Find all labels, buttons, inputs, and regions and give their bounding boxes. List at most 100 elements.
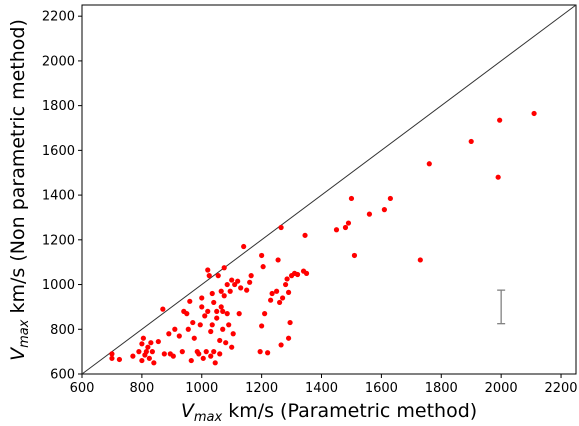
- data-point: [185, 326, 191, 332]
- data-point: [223, 340, 229, 346]
- data-point: [268, 297, 274, 303]
- data-point: [161, 351, 167, 357]
- data-point: [139, 341, 145, 347]
- data-point: [278, 224, 284, 231]
- data-point: [236, 311, 242, 317]
- data-point: [294, 271, 301, 278]
- data-point: [148, 340, 154, 346]
- data-point: [224, 311, 230, 317]
- data-point: [209, 290, 215, 297]
- data-point: [160, 306, 166, 312]
- data-points: [109, 110, 537, 366]
- data-point: [285, 335, 292, 341]
- data-point: [265, 350, 271, 356]
- x-tick-label: 2000: [485, 381, 518, 396]
- y-tick-label: 1800: [42, 99, 75, 114]
- data-point: [205, 308, 211, 314]
- data-point: [151, 360, 157, 366]
- data-point: [212, 360, 218, 366]
- data-point: [221, 293, 227, 299]
- data-point: [211, 349, 217, 355]
- data-point: [232, 281, 238, 288]
- identity-line: [81, 4, 577, 375]
- data-point: [230, 331, 236, 337]
- data-point: [220, 326, 226, 332]
- data-point: [199, 304, 205, 310]
- data-point: [202, 313, 208, 319]
- x-tick-label: 1600: [365, 381, 398, 396]
- data-point: [140, 335, 146, 341]
- data-point: [468, 138, 474, 145]
- data-point: [188, 357, 194, 364]
- data-point: [209, 322, 215, 328]
- x-axis-label: Vmax km/s (Parametric method): [181, 400, 477, 425]
- data-point: [211, 299, 217, 306]
- data-point: [275, 257, 281, 263]
- data-point: [345, 220, 352, 226]
- data-point: [176, 333, 182, 339]
- data-point: [139, 357, 145, 364]
- data-point: [303, 270, 310, 276]
- data-point: [279, 295, 286, 301]
- data-point: [214, 308, 220, 314]
- data-point: [348, 195, 355, 202]
- data-point: [208, 328, 214, 335]
- data-point: [190, 319, 196, 326]
- y-tick-label: 2000: [42, 54, 75, 69]
- data-point: [229, 344, 235, 350]
- data-point: [244, 287, 250, 293]
- data-point: [217, 351, 223, 357]
- y-tick-label: 1200: [42, 233, 75, 248]
- data-point: [260, 264, 266, 270]
- data-point: [238, 285, 244, 291]
- data-point: [269, 290, 275, 297]
- error-bar: [497, 289, 506, 325]
- data-point: [302, 232, 308, 238]
- data-point: [197, 322, 203, 328]
- data-point: [426, 161, 432, 167]
- y-axis-label: Vmax km/s (Non parametric method): [7, 19, 32, 361]
- data-point: [351, 252, 358, 259]
- data-point: [278, 342, 284, 348]
- data-point: [199, 295, 205, 301]
- x-tick-label: 1000: [185, 381, 218, 396]
- data-point: [531, 110, 537, 117]
- data-point: [224, 281, 230, 288]
- data-point: [203, 349, 209, 355]
- data-point: [136, 349, 142, 355]
- data-point: [170, 353, 176, 359]
- x-tick-label: 1800: [425, 381, 458, 396]
- data-point: [146, 355, 152, 361]
- data-point: [179, 349, 185, 355]
- data-point: [235, 278, 241, 284]
- data-point: [218, 288, 224, 294]
- data-point: [277, 299, 283, 306]
- data-point: [274, 288, 280, 294]
- data-point: [214, 315, 220, 321]
- data-point: [109, 355, 115, 361]
- data-point: [282, 281, 289, 288]
- data-point: [166, 331, 172, 337]
- data-point: [259, 252, 265, 259]
- data-point: [130, 353, 136, 359]
- data-point: [145, 344, 151, 350]
- data-point: [220, 308, 226, 314]
- data-point: [215, 273, 221, 279]
- data-point: [227, 288, 233, 294]
- data-point: [217, 337, 223, 344]
- y-tick-label: 800: [50, 323, 75, 338]
- y-tick-label: 600: [50, 368, 75, 383]
- y-tick-label: 2200: [42, 10, 75, 25]
- x-axis-ticks: 600 800 1000 1200 1400 1600 1800 2000 2200: [70, 374, 578, 396]
- data-point: [366, 211, 373, 217]
- data-point: [495, 174, 501, 180]
- data-point: [196, 351, 202, 357]
- data-point: [205, 267, 211, 273]
- data-point: [241, 243, 247, 250]
- data-point: [149, 349, 155, 355]
- data-point: [285, 289, 292, 295]
- y-axis-ticks: 600 800 1000 1200 1400 1600 1800 2000 2200: [42, 10, 82, 383]
- data-point: [333, 227, 340, 233]
- data-point: [226, 322, 232, 328]
